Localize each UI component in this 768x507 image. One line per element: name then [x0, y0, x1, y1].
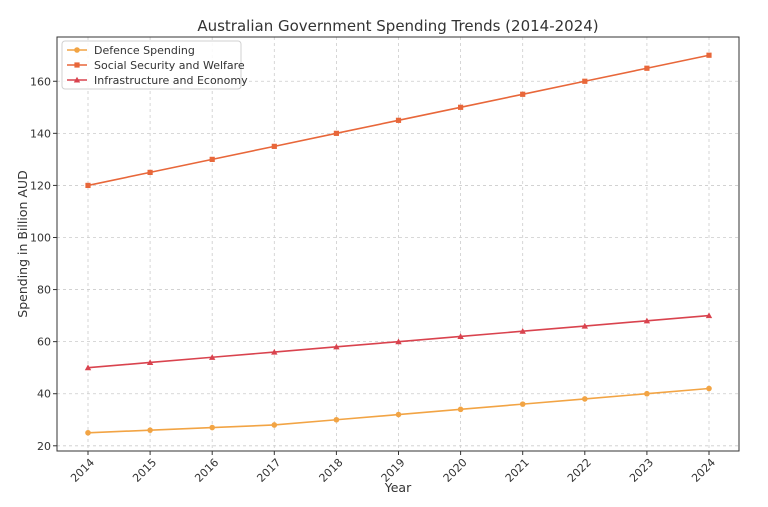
y-tick-label: 80 [37, 284, 51, 297]
x-tick-label: 2017 [254, 456, 283, 485]
data-point [458, 104, 464, 110]
data-point [84, 364, 92, 371]
y-tick-label: 60 [37, 336, 51, 349]
data-point [147, 427, 153, 433]
y-axis-ticks: 20 40 60 80 100 120 140 160 [30, 75, 57, 453]
legend-label: Social Security and Welfare [94, 59, 245, 72]
legend-swatch-marker [74, 62, 80, 68]
data-point [582, 396, 588, 402]
y-tick-label: 100 [30, 231, 51, 244]
data-point [333, 130, 339, 136]
grid [57, 37, 739, 451]
data-point [581, 322, 588, 329]
series-infrastructure-and-economy [84, 312, 713, 371]
data-point [582, 78, 588, 84]
data-point [395, 117, 402, 123]
x-tick-label: 2022 [565, 456, 594, 485]
x-tick-label: 2014 [68, 456, 97, 485]
x-tick-label: 2016 [192, 456, 221, 485]
y-axis-label: Spending in Billion AUD [15, 170, 30, 317]
x-tick-label: 2020 [441, 456, 470, 485]
data-point [705, 312, 713, 319]
data-point [644, 65, 650, 71]
data-point [519, 401, 526, 407]
data-point [85, 429, 91, 436]
x-tick-label: 2015 [130, 456, 159, 485]
y-tick-label: 160 [30, 75, 51, 88]
data-point [520, 91, 526, 97]
data-point [519, 328, 526, 334]
legend-swatch-marker [74, 47, 80, 53]
x-tick-label: 2023 [627, 456, 656, 485]
y-tick-label: 120 [30, 179, 51, 192]
data-point [457, 333, 464, 339]
chart-title: Australian Government Spending Trends (2… [197, 17, 598, 35]
data-point [395, 338, 402, 345]
data-point [146, 359, 154, 366]
data-point [209, 424, 215, 431]
y-tick-label: 20 [37, 440, 51, 453]
legend-box [61, 40, 242, 90]
y-tick-label: 40 [37, 388, 51, 401]
data-point [209, 156, 215, 162]
data-point [333, 416, 340, 423]
data-point [209, 354, 216, 360]
data-point [706, 385, 712, 392]
y-tick-label: 140 [30, 127, 51, 140]
data-point [457, 406, 464, 413]
series-social-security-and-welfare [85, 52, 712, 189]
x-tick-label: 2021 [503, 456, 532, 485]
data-point [395, 411, 402, 418]
data-point [333, 343, 340, 350]
data-point [706, 52, 712, 58]
x-axis-label: Year [384, 480, 412, 495]
series-layer [84, 52, 713, 436]
legend-label: Infrastructure and Economy [94, 74, 248, 87]
x-tick-label: 2018 [317, 456, 346, 485]
data-point [271, 348, 278, 355]
legend: Defence Spending Social Security and Welf… [61, 40, 248, 90]
legend-label: Defence Spending [94, 44, 195, 57]
series-defence-spending [85, 385, 712, 436]
data-point [271, 143, 277, 149]
data-point [147, 169, 153, 175]
plot-frame [56, 36, 740, 452]
x-tick-label: 2024 [689, 456, 718, 485]
data-point [85, 182, 91, 189]
data-point [643, 317, 651, 324]
legend-swatch-marker [73, 76, 81, 83]
data-point [271, 422, 278, 428]
data-point [644, 390, 650, 397]
